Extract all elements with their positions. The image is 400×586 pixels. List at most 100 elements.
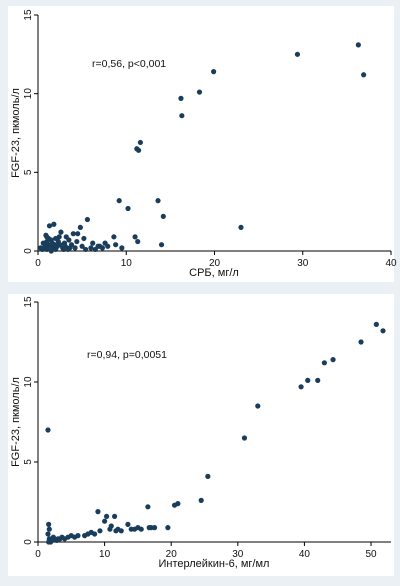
data-point [158, 242, 165, 248]
data-point [81, 235, 87, 242]
data-point [102, 518, 108, 524]
data-point [51, 221, 57, 227]
data-point [116, 198, 122, 204]
correlation-annotation: r=0,56, p<0,001 [92, 58, 166, 70]
data-point [45, 531, 51, 537]
data-point [358, 339, 364, 345]
data-point [238, 224, 244, 230]
data-point [74, 238, 80, 245]
x-axis-label: Интерлейкин-6, мг/мл [159, 558, 270, 570]
data-point [196, 89, 203, 95]
data-point [58, 229, 64, 235]
data-point [380, 328, 386, 334]
data-point [198, 497, 204, 503]
data-point [60, 246, 67, 253]
data-point [179, 113, 185, 119]
panel-il6: 0 5 10 15 0 10 20 30 40 50 Интерлейкин-6, мг/мл FGF… [8, 294, 394, 576]
y-tick-label: 5 [23, 459, 34, 465]
data-point [108, 523, 114, 529]
data-point [178, 95, 184, 101]
panel-crp: 0 5 10 15 0 10 20 30 40 СРБ, мг/л FGF-23, пкмоль/л… [8, 6, 397, 282]
x-tick-label: 0 [35, 549, 41, 560]
x-tick-label: 40 [299, 549, 311, 560]
data-point [321, 360, 327, 366]
data-point [45, 427, 51, 433]
data-point [46, 223, 53, 229]
data-point [118, 528, 124, 534]
correlation-annotation: r=0,94, p=0,0051 [87, 349, 167, 361]
data-point [92, 531, 98, 537]
data-point [160, 213, 166, 219]
data-point [90, 240, 96, 246]
data-point [211, 69, 217, 75]
x-tick-label: 10 [121, 258, 133, 269]
data-point [151, 525, 158, 531]
data-point [132, 234, 138, 240]
y-tick-label: 15 [23, 9, 34, 21]
data-point [155, 198, 161, 204]
data-point [67, 245, 73, 251]
data-point [305, 377, 311, 383]
data-point [70, 231, 76, 237]
y-axis-label: FGF-23, пкмоль/л [10, 377, 22, 467]
x-axis-label: СРБ, мг/л [189, 267, 239, 279]
data-point [105, 243, 111, 249]
plot-area [8, 6, 394, 282]
data-point [77, 224, 83, 230]
y-tick-label: 10 [23, 376, 34, 388]
data-point [315, 377, 321, 383]
data-point [241, 435, 248, 441]
x-tick-label: 0 [35, 258, 41, 269]
data-point [175, 501, 181, 507]
data-point [104, 513, 110, 520]
data-point [125, 521, 131, 528]
data-point [298, 384, 304, 390]
plot-area [8, 294, 394, 576]
data-point [46, 245, 53, 251]
data-point [99, 245, 106, 251]
data-point [46, 521, 52, 528]
x-tick-label: 20 [209, 258, 221, 269]
data-point [46, 539, 52, 545]
data-point [255, 403, 261, 409]
y-tick-label: 15 [23, 296, 34, 308]
data-point [373, 321, 379, 327]
data-point [138, 526, 144, 532]
data-point [136, 147, 142, 153]
data-point [72, 245, 78, 251]
data-point [111, 234, 117, 240]
data-point [113, 242, 119, 248]
data-point [66, 237, 72, 243]
data-point [79, 243, 85, 249]
y-tick-label: 0 [23, 539, 34, 545]
y-tick-label: 5 [23, 169, 34, 175]
data-point [84, 216, 91, 223]
data-point [46, 526, 52, 532]
data-point [145, 504, 151, 510]
data-point [75, 231, 81, 237]
data-point [125, 205, 131, 212]
data-point [294, 51, 301, 57]
data-point [97, 528, 103, 534]
x-tick-label: 30 [297, 258, 309, 269]
data-point [83, 246, 89, 253]
data-point [135, 238, 141, 245]
x-tick-label: 40 [385, 258, 397, 269]
x-tick-label: 20 [166, 549, 178, 560]
y-tick-label: 10 [23, 88, 34, 100]
x-tick-label: 50 [365, 549, 377, 560]
data-point [355, 42, 361, 48]
data-point [119, 245, 125, 251]
data-point [95, 243, 101, 249]
data-point [137, 139, 143, 146]
data-point [111, 513, 118, 520]
data-point [75, 533, 81, 539]
data-point [88, 245, 94, 251]
y-tick-label: 0 [23, 248, 34, 254]
x-tick-label: 30 [232, 549, 244, 560]
data-point [44, 234, 50, 240]
data-point [56, 234, 62, 240]
data-point [95, 509, 101, 515]
data-point [165, 525, 171, 531]
